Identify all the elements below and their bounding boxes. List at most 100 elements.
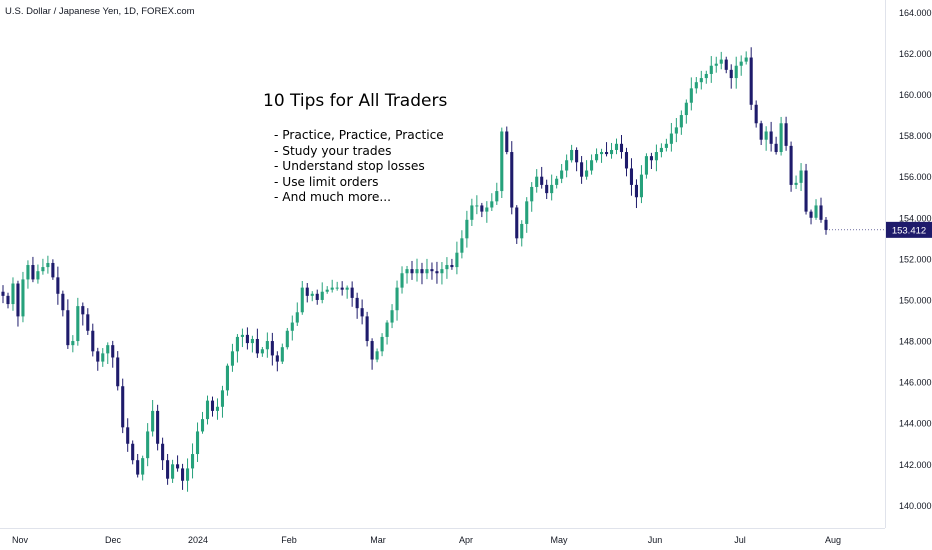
candle-up <box>714 63 718 66</box>
candle-up <box>320 291 324 300</box>
candle-down <box>540 176 544 185</box>
candle-up <box>530 186 534 202</box>
candle-up <box>390 310 394 323</box>
candle-down <box>350 287 354 298</box>
candle-down <box>6 295 10 305</box>
candle-down <box>749 57 753 105</box>
candle-down <box>370 341 374 360</box>
candle-up <box>555 178 559 185</box>
candle-up <box>41 267 45 272</box>
candle-up <box>250 338 254 344</box>
symbol-title[interactable]: U.S. Dollar / Japanese Yen, 1D, FOREX.co… <box>5 6 195 17</box>
candle-down <box>619 143 624 153</box>
candle-down <box>724 59 728 70</box>
candle-down <box>824 219 828 230</box>
candle-up <box>345 287 349 290</box>
tip-item: - And much more... <box>274 190 392 205</box>
candle-down <box>340 287 344 290</box>
candle-up <box>599 152 604 155</box>
candle-up <box>614 143 619 150</box>
candle-up <box>200 419 205 432</box>
candle-up <box>689 88 693 103</box>
time-tick-label: Jul <box>734 535 746 545</box>
candle-up <box>560 170 564 179</box>
candle-down <box>131 443 135 461</box>
candle-down <box>166 460 170 479</box>
candle-down <box>275 355 279 362</box>
candle-up <box>684 102 688 116</box>
candle-down <box>624 152 629 169</box>
candle-up <box>490 201 494 208</box>
candle-down <box>819 205 823 220</box>
candle-up <box>400 273 404 288</box>
candle-down <box>56 277 60 294</box>
candle-up <box>71 341 75 346</box>
time-tick-label: Jun <box>648 535 663 545</box>
candle-down <box>116 357 120 387</box>
candle-down <box>604 152 609 155</box>
candle-down <box>515 207 519 239</box>
candle-up <box>395 287 399 311</box>
tip-item: - Use limit orders <box>274 174 379 189</box>
candle-up <box>669 133 673 144</box>
candle-down <box>1 291 5 296</box>
candle-down <box>91 330 95 352</box>
time-tick-label: Aug <box>825 535 841 545</box>
candle-up <box>699 78 703 83</box>
candle-up <box>609 149 614 155</box>
candle-down <box>305 287 309 296</box>
candle-up <box>445 265 449 270</box>
candle-down <box>505 131 509 153</box>
time-axis[interactable]: Nov Dec 2024 Feb Mar Apr May Jun Jul Aug <box>12 535 841 545</box>
candle-up <box>734 65 738 79</box>
candle-down <box>255 338 259 354</box>
annotation-tips: - Practice, Practice, Practice - Study y… <box>274 128 444 206</box>
time-tick-label: Dec <box>105 535 122 545</box>
candle-up <box>679 115 683 128</box>
price-tick-label: 144.000 <box>899 419 932 429</box>
candle-up <box>11 283 15 305</box>
candle-up <box>330 287 334 290</box>
candle-down <box>121 386 125 428</box>
candle-up <box>485 207 489 212</box>
candle-up <box>440 269 444 274</box>
candle-up <box>465 219 469 239</box>
candle-down <box>629 168 634 185</box>
candle-down <box>769 131 773 144</box>
candle-up <box>709 65 713 74</box>
candle-down <box>126 427 130 444</box>
price-tick-label: 158.000 <box>899 131 932 141</box>
price-tick-label: 162.000 <box>899 49 932 59</box>
candle-down <box>86 314 90 331</box>
candle-up <box>171 464 175 479</box>
candle-up <box>405 269 409 274</box>
candle-down <box>210 400 215 411</box>
candle-up <box>585 170 589 177</box>
price-tick-label: 146.000 <box>899 378 932 388</box>
candle-up <box>335 287 339 289</box>
candle-up <box>225 365 230 391</box>
candle-down <box>480 205 484 212</box>
price-tick-label: 154.000 <box>899 213 932 223</box>
candle-up <box>280 347 284 362</box>
candle-up <box>375 351 379 360</box>
candle-up <box>590 160 594 171</box>
candle-up <box>36 271 40 280</box>
candle-up <box>739 61 743 66</box>
annotation-headline: 10 Tips for All Traders <box>263 91 448 111</box>
candle-up <box>260 349 264 354</box>
candle-up <box>595 154 599 161</box>
candle-up <box>719 59 723 64</box>
candle-up <box>799 170 803 183</box>
candle-up <box>455 252 459 268</box>
price-tick-label: 142.000 <box>899 460 932 470</box>
price-axis[interactable]: 164.000 162.000 160.000 158.000 156.000 154.0… <box>899 8 932 511</box>
candle-down <box>365 316 369 342</box>
candle-up <box>520 223 524 239</box>
candle-up <box>141 458 145 475</box>
candle-down <box>111 345 115 358</box>
time-tick-label: May <box>550 535 568 545</box>
candle-up <box>220 390 225 407</box>
